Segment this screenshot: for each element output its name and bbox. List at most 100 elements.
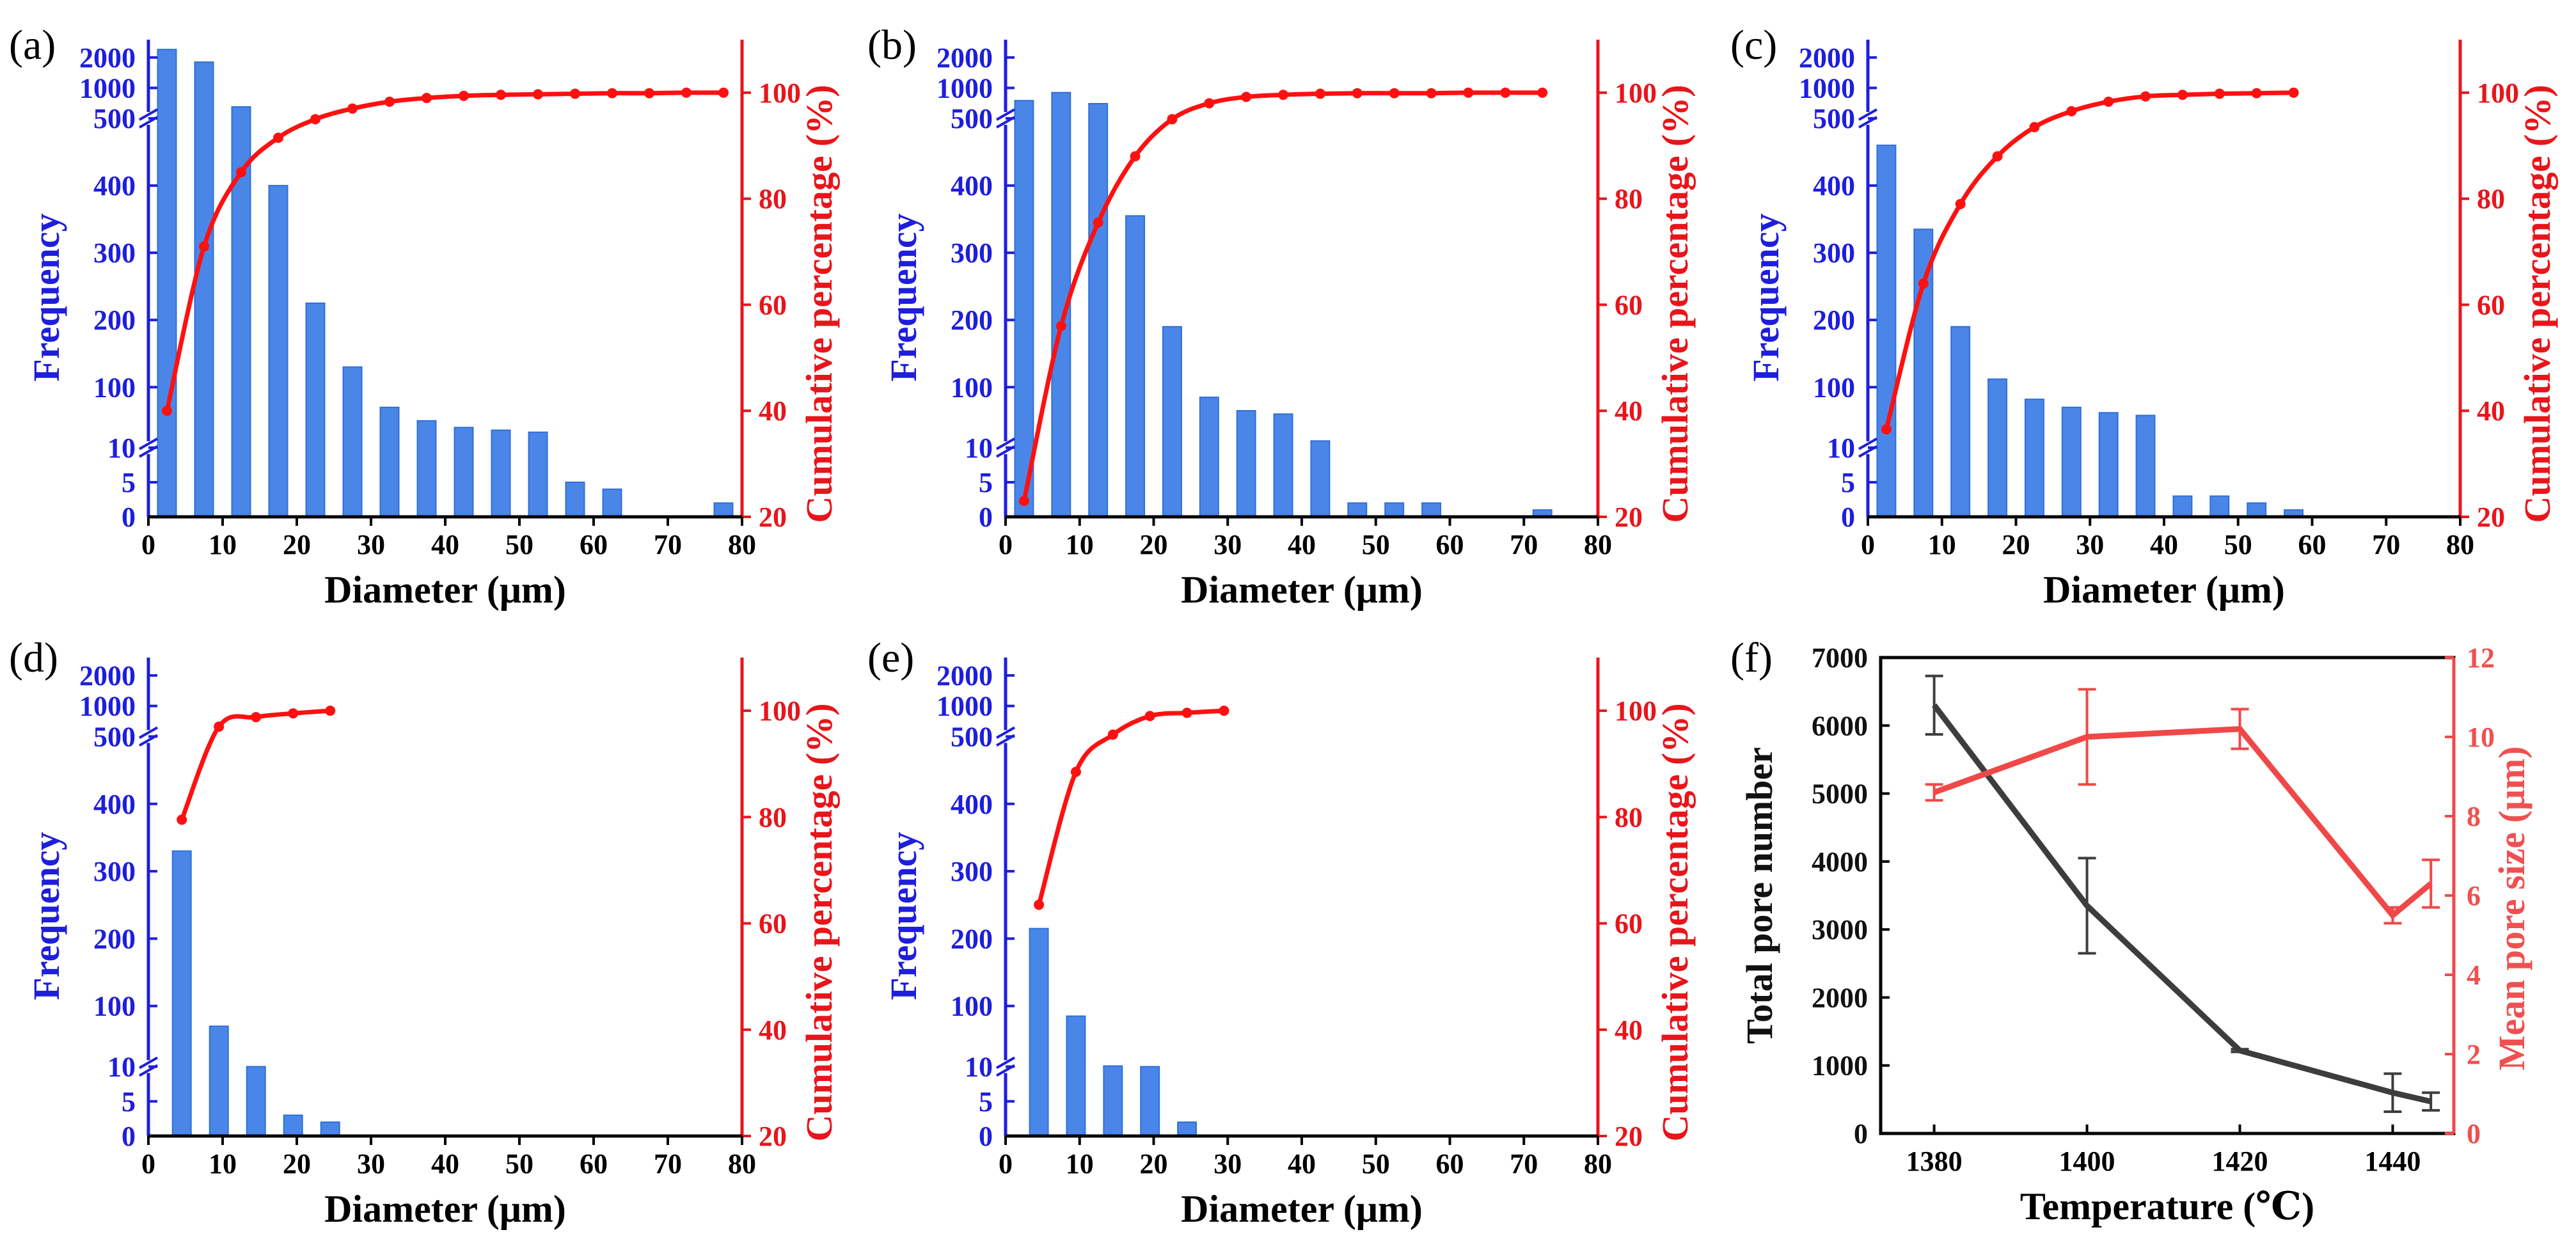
left-tick-label: 1000 xyxy=(936,691,993,722)
right-tick-label: 80 xyxy=(1615,184,1643,215)
frequency-bar xyxy=(194,61,214,518)
frequency-bar xyxy=(157,49,177,518)
x-tick-label: 70 xyxy=(1510,1148,1538,1180)
cumulative-point xyxy=(2066,106,2077,116)
axis-break-mark xyxy=(996,108,1015,121)
right-tick-label: 80 xyxy=(1615,801,1643,833)
axis-break-mark xyxy=(139,1056,158,1069)
right-axis-title: Cumulative percentage (%) xyxy=(798,703,840,1141)
frequency-bar xyxy=(1236,410,1256,517)
histogram-panel-e: (e)0510100200300400500100020002040608010… xyxy=(867,635,1696,1230)
right-tick-label: 80 xyxy=(759,184,787,215)
left-tick-label: 2000 xyxy=(79,42,136,74)
x-tick-label: 50 xyxy=(505,529,533,560)
cumulative-point xyxy=(1093,217,1103,228)
left-tick-label: 200 xyxy=(951,923,993,954)
frequency-bar xyxy=(565,481,585,517)
x-tick-label: 10 xyxy=(209,529,237,560)
cumulative-point xyxy=(347,103,358,114)
left-tick-label: 0 xyxy=(122,501,136,533)
left-axis-title: Total pore number xyxy=(1739,747,1780,1044)
cumulative-point xyxy=(607,88,617,99)
right-axis-title: Cumulative percentage (%) xyxy=(1654,703,1696,1141)
frequency-bar xyxy=(713,502,734,518)
frequency-bar xyxy=(1987,378,2008,518)
frequency-bar xyxy=(2209,495,2230,518)
right-axis-title: Mean pore size (μm) xyxy=(2491,746,2533,1071)
cumulative-point xyxy=(2288,87,2299,98)
left-tick-label: 200 xyxy=(1813,304,1855,336)
frequency-bar xyxy=(1140,1066,1160,1137)
frequency-bar xyxy=(1310,440,1331,517)
x-tick-label: 1440 xyxy=(2364,1146,2421,1177)
cumulative-point xyxy=(1881,424,1892,435)
pore-size-line xyxy=(1933,725,2433,920)
frequency-bar xyxy=(2247,502,2267,518)
cumulative-point xyxy=(1537,87,1548,98)
right-tick-label: 100 xyxy=(2477,77,2519,109)
cumulative-point xyxy=(1955,198,1966,209)
left-tick-label: 4000 xyxy=(1812,846,1868,878)
x-tick-label: 20 xyxy=(283,1148,311,1180)
frequency-bar xyxy=(1103,1065,1123,1137)
right-tick-label: 40 xyxy=(1615,395,1643,427)
x-tick-label: 70 xyxy=(654,1148,682,1180)
cumulative-point xyxy=(1918,278,1929,289)
histogram-panel-d: (d)0510100200300400500100020002040608010… xyxy=(9,635,840,1230)
left-tick-label: 0 xyxy=(1854,1118,1868,1149)
x-tick-label: 40 xyxy=(1288,1148,1316,1180)
frequency-bar xyxy=(1913,228,1934,517)
frequency-bar xyxy=(1950,326,1971,517)
left-tick-label: 0 xyxy=(1841,501,1855,533)
x-tick-label: 20 xyxy=(283,529,311,560)
line-panel-f: (f) 0 1000 2000 3000 4000 5000 6000 7000 0 2 4 6 8 10 1… xyxy=(1730,635,2533,1227)
right-tick-label: 60 xyxy=(759,908,787,940)
right-tick-label: 8 xyxy=(2467,801,2481,832)
left-tick-label: 10 xyxy=(965,432,993,464)
left-tick-label: 0 xyxy=(979,1121,993,1152)
x-axis-title: Diameter (μm) xyxy=(1181,569,1423,611)
left-tick-label: 100 xyxy=(93,991,136,1022)
cumulative-point xyxy=(459,90,469,101)
left-tick-label: 2000 xyxy=(79,660,136,691)
left-tick-label: 10 xyxy=(107,432,136,464)
x-tick-label: 40 xyxy=(2150,529,2178,560)
left-tick-label: 5000 xyxy=(1812,778,1868,810)
cumulative-point xyxy=(1055,320,1066,331)
x-tick-label: 30 xyxy=(1213,1148,1242,1180)
frequency-bar xyxy=(2135,414,2156,517)
left-axis-title: Frequency xyxy=(1745,213,1787,381)
x-tick-label: 20 xyxy=(1140,1148,1168,1180)
left-tick-label: 7000 xyxy=(1812,642,1868,674)
left-tick-label: 400 xyxy=(93,789,136,820)
frequency-bar xyxy=(602,488,622,517)
left-tick-label: 400 xyxy=(951,789,993,820)
x-tick-label: 70 xyxy=(2372,529,2400,560)
cumulative-point xyxy=(2103,96,2114,107)
x-tick-label: 0 xyxy=(999,1148,1013,1180)
panel-label: (a) xyxy=(9,22,56,68)
frequency-bar xyxy=(1029,927,1049,1137)
frequency-bar xyxy=(1125,215,1146,517)
left-tick-label: 2000 xyxy=(936,42,993,74)
cumulative-point xyxy=(422,93,432,104)
left-tick-label: 5 xyxy=(1841,467,1855,498)
right-tick-label: 20 xyxy=(2477,501,2505,533)
cumulative-point xyxy=(1352,88,1363,99)
cumulative-point xyxy=(199,241,209,252)
right-tick-label: 40 xyxy=(759,1014,787,1046)
x-tick-label: 0 xyxy=(1861,529,1875,560)
x-tick-label: 60 xyxy=(580,529,608,560)
axis-break-mark xyxy=(996,726,1015,739)
cumulative-point xyxy=(1219,706,1229,716)
left-axis-title: Frequency xyxy=(883,832,924,1000)
right-tick-label: 40 xyxy=(2477,395,2505,427)
left-tick-label: 5 xyxy=(122,467,136,498)
x-tick-label: 80 xyxy=(1584,1148,1612,1180)
frequency-bar xyxy=(171,850,192,1137)
left-tick-label: 1000 xyxy=(936,72,993,104)
right-tick-label: 20 xyxy=(1615,501,1643,533)
x-tick-label: 30 xyxy=(357,1148,385,1180)
right-tick-label: 12 xyxy=(2467,642,2495,674)
frequency-bar xyxy=(268,185,288,517)
